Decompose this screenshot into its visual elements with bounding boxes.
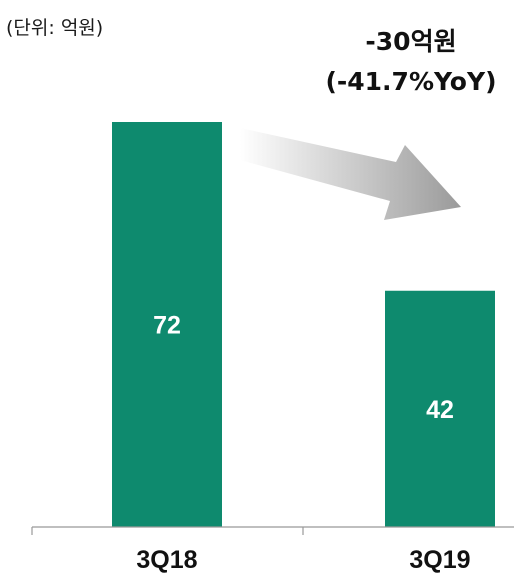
unit-label: (단위: 억원) (6, 17, 103, 39)
bars-layer (112, 122, 495, 527)
data-label-3q19: 42 (426, 396, 454, 424)
trend-arrow-shape (240, 128, 461, 220)
trend-arrow (240, 128, 461, 220)
bar-3q19 (385, 290, 495, 527)
data-label-3q18: 72 (153, 312, 181, 340)
annotation-change-percent: (-41.7%YoY) (325, 67, 496, 96)
annotation-change-amount: -30억원 (365, 27, 456, 56)
bar-3q18 (112, 122, 222, 527)
x-tick-label-3q18: 3Q18 (136, 546, 197, 574)
labels-layer: 72 3Q18 42 3Q19 (136, 312, 470, 575)
x-tick-label-3q19: 3Q19 (409, 546, 470, 574)
